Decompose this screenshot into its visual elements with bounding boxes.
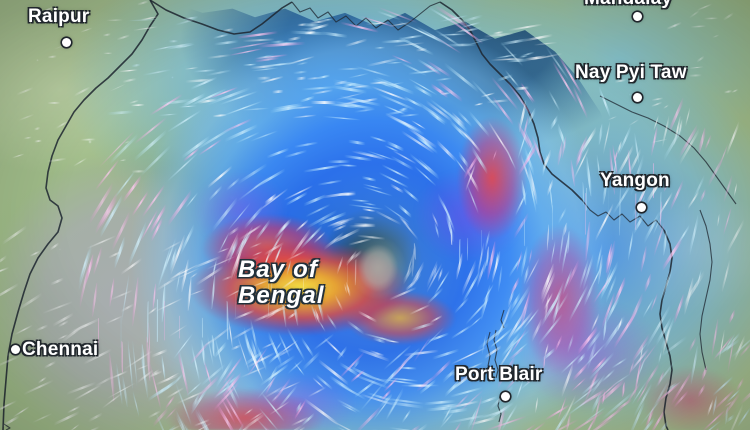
city-dot-icon [633,12,642,21]
sea-label-line-1: Bay of [238,256,318,283]
sea-label-line-2: Bengal [238,281,325,309]
city-dot-icon [637,203,646,212]
sea-label-bay-of-bengal: Bay of Bengal [238,257,325,309]
city-dot-icon [62,38,71,47]
city-label: Yangon [600,170,670,191]
city-label: Mandalay [584,0,672,10]
city-dot-icon [501,392,510,401]
city-label: Nay Pyi Taw [575,62,687,83]
city-label: Port Blair [455,364,543,385]
city-label: Chennai [22,339,99,360]
city-dot-icon [11,345,20,354]
city-label: Raipur [28,6,90,27]
city-dot-icon [633,93,642,102]
